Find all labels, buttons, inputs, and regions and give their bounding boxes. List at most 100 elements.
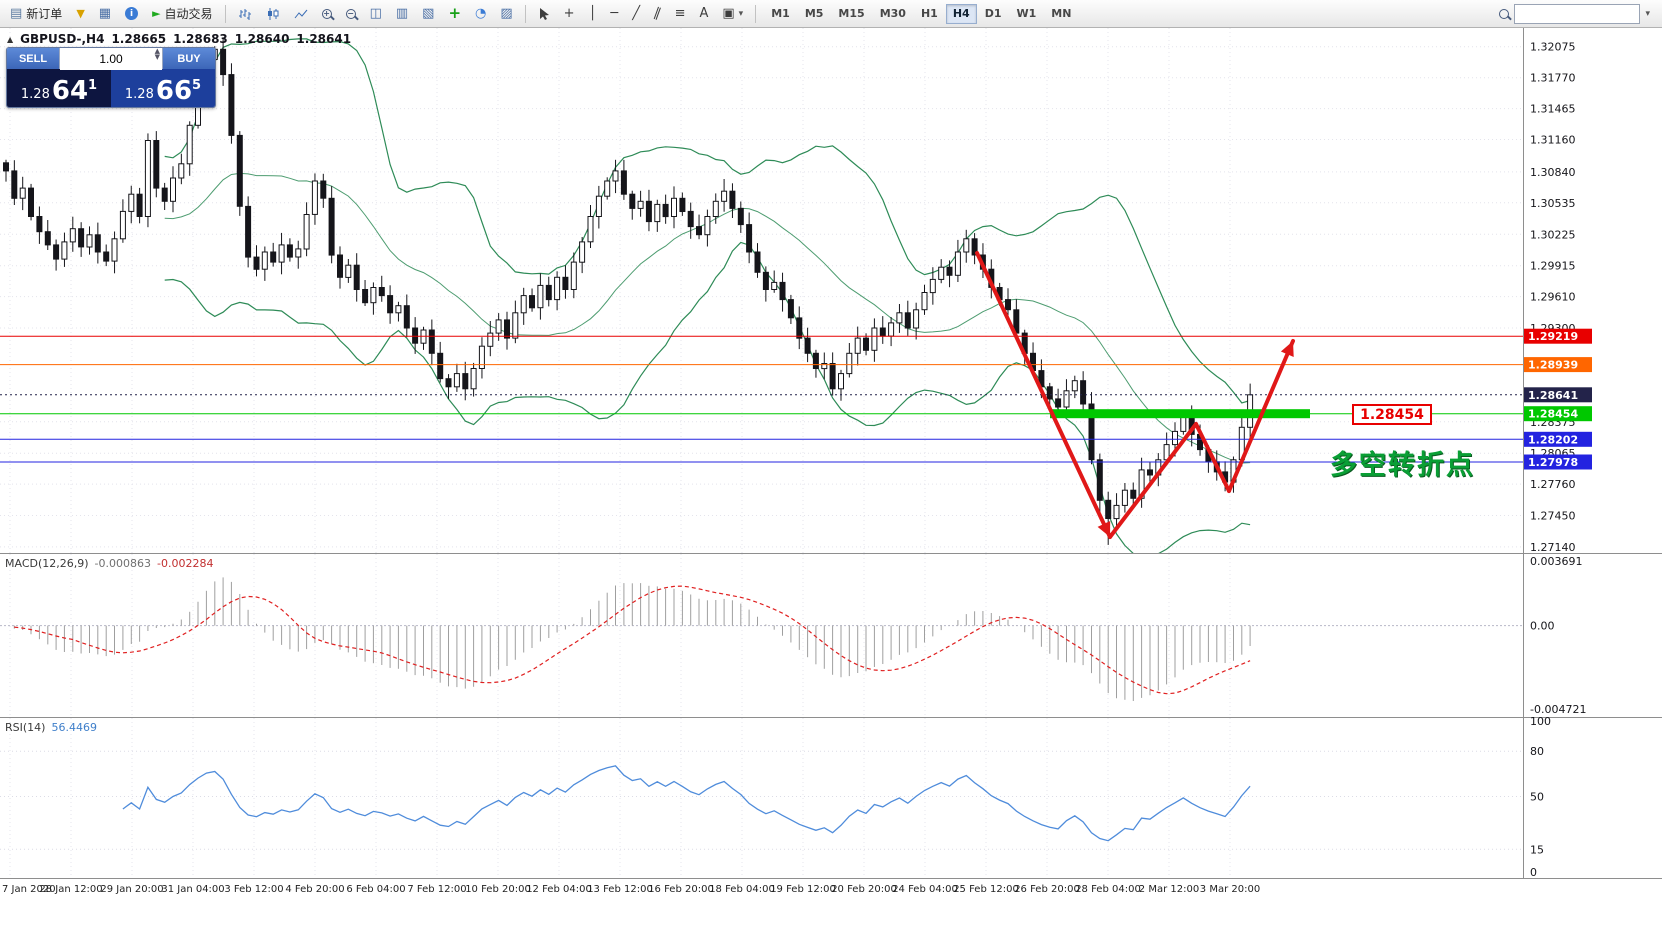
timeframe-h4[interactable]: H4 <box>945 3 977 24</box>
rsi-panel[interactable]: 100 80 50 15 0 <box>0 717 1662 878</box>
tile-windows-icon: ◫ <box>369 6 382 21</box>
main-chart[interactable]: 1.32075 1.31770 1.31465 1.31160 1.30840 1.305… <box>0 28 1662 553</box>
shapes-tool-button[interactable]: ▣ ▾ <box>716 3 749 25</box>
volume-up-icon[interactable]: ▲ <box>154 47 160 55</box>
periods-button[interactable]: ◔ <box>469 3 492 25</box>
zoom-in-button[interactable]: + <box>316 3 338 25</box>
time-axis-label: 28 Jan 12:00 <box>39 884 103 895</box>
zoom-out-icon: − <box>345 8 356 19</box>
candlestick-chart-button[interactable] <box>260 3 286 25</box>
svg-text:0: 0 <box>1530 866 1537 878</box>
timeframe-d1[interactable]: D1 <box>984 7 1002 20</box>
time-axis-label: 7 Jan 2020 <box>2 884 56 895</box>
svg-text:1.30840: 1.30840 <box>1530 166 1576 179</box>
crosshair-tool-button[interactable]: + <box>558 3 581 25</box>
macd-panel[interactable]: 0.003691 0.00 -0.004721 <box>0 553 1662 717</box>
clock-icon: ◔ <box>475 6 487 21</box>
cascade-windows-button[interactable]: ▧ <box>416 3 440 25</box>
symbol-search: ▾ <box>1499 3 1658 24</box>
price-scale: 1.32075 1.31770 1.31465 1.31160 1.30840 1.305… <box>1530 41 1576 553</box>
rsi-line <box>122 765 1251 842</box>
timeframe-w1[interactable]: W1 <box>1016 7 1037 20</box>
price-tag <box>1524 328 1592 344</box>
buy-button[interactable]: BUY <box>163 48 215 69</box>
volume-down-icon[interactable]: ▼ <box>154 52 160 61</box>
timeframe-m30[interactable]: M30 <box>879 7 906 20</box>
symbol-marker-icon: ▲ <box>7 34 14 44</box>
buy-price-button[interactable]: 1.28 66 5 <box>111 69 215 107</box>
crosshair-icon: + <box>563 6 575 21</box>
price-scale-separator <box>1523 28 1524 900</box>
svg-text:-0.004721: -0.004721 <box>1530 703 1586 716</box>
horizontal-line-tool-button[interactable]: ─ <box>604 3 624 25</box>
vertical-line-tool-button[interactable]: │ <box>583 3 603 25</box>
fibonacci-tool-button[interactable]: ≡ <box>669 3 692 25</box>
svg-text:0.00: 0.00 <box>1530 620 1555 633</box>
svg-text:1.29219: 1.29219 <box>1528 330 1578 343</box>
timeframe-m15[interactable]: M15 <box>838 7 865 20</box>
svg-text:1.30225: 1.30225 <box>1530 228 1576 241</box>
timeframe-m1[interactable]: M1 <box>771 7 790 20</box>
timeframe-mn[interactable]: MN <box>1051 7 1072 20</box>
time-axis-label: 18 Feb 04:00 <box>709 884 775 895</box>
cursor-tool-button[interactable] <box>532 3 556 25</box>
svg-text:1.29610: 1.29610 <box>1530 291 1576 304</box>
timeframe-group: M1 M5 M15 M30 H1 H4 D1 W1 MN <box>764 3 1078 24</box>
volume-field[interactable]: ▲ ▼ <box>59 47 163 70</box>
rsi-indicator-label: RSI(14) 56.4469 <box>5 721 97 734</box>
channel-icon: ∥ <box>651 5 663 22</box>
profiles-button[interactable]: ▼ <box>70 3 90 25</box>
svg-text:1.28939: 1.28939 <box>1528 359 1578 372</box>
timeframe-h1[interactable]: H1 <box>920 7 938 20</box>
svg-text:1.31465: 1.31465 <box>1530 103 1576 116</box>
dropdown-caret-icon: ▾ <box>738 8 744 19</box>
templates-icon: ▨ <box>500 6 513 21</box>
line-chart-icon <box>294 9 307 18</box>
cursor-icon <box>539 7 549 20</box>
toolbar-separator <box>755 4 757 23</box>
bar-chart-button[interactable] <box>232 3 258 25</box>
macd-main-value: -0.000863 <box>94 557 152 570</box>
funnel-icon: ▼ <box>76 7 85 20</box>
add-indicator-button[interactable]: + <box>442 3 467 25</box>
time-axis-label: 28 Feb 04:00 <box>1075 884 1141 895</box>
channel-tool-button[interactable]: ∥ <box>648 3 667 25</box>
support-level-price-box[interactable]: 1.28454 <box>1352 404 1432 425</box>
trendline-icon: ╱ <box>632 6 641 21</box>
price-tag <box>1524 387 1592 403</box>
time-axis-label: 3 Mar 20:00 <box>1199 884 1261 895</box>
svg-text:15: 15 <box>1530 843 1544 856</box>
price-tag <box>1524 357 1592 373</box>
line-chart-button[interactable] <box>288 3 314 25</box>
autotrade-button[interactable]: ► 自动交易 <box>146 3 218 25</box>
market-watch-button[interactable]: ▦ <box>93 3 117 25</box>
sell-price-head: 1.28 <box>20 87 50 102</box>
cascade-windows-icon: ▧ <box>422 6 435 21</box>
tile-windows-button[interactable]: ◫ <box>364 3 388 25</box>
time-axis-label: 3 Feb 12:00 <box>224 884 284 895</box>
rsi-name: RSI(14) <box>5 721 46 734</box>
arrange-windows-button[interactable]: ▥ <box>390 3 414 25</box>
timeframe-m5[interactable]: M5 <box>804 7 824 20</box>
time-axis-label: 20 Feb 20:00 <box>831 884 897 895</box>
zoom-in-icon: + <box>321 8 332 19</box>
search-input[interactable] <box>1514 3 1641 24</box>
new-order-button[interactable]: ▤ 新订单 <box>4 3 68 25</box>
info-button[interactable]: i <box>119 3 144 25</box>
volume-input[interactable] <box>60 48 162 70</box>
svg-text:1.27140: 1.27140 <box>1530 541 1576 553</box>
templates-button[interactable]: ▨ <box>494 3 518 25</box>
sell-button[interactable]: SELL <box>7 48 59 69</box>
svg-text:0.003691: 0.003691 <box>1530 555 1583 568</box>
text-tool-button[interactable]: A <box>693 3 714 25</box>
buy-price-head: 1.28 <box>124 87 154 102</box>
volume-spinner[interactable]: ▲ ▼ <box>154 47 160 61</box>
search-dropdown-icon[interactable]: ▾ <box>1645 8 1650 19</box>
candlestick-chart-icon <box>267 7 279 20</box>
time-axis[interactable]: 7 Jan 2020 28 Jan 12:00 29 Jan 20:00 31 Jan… <box>0 878 1662 900</box>
zoom-out-button[interactable]: − <box>340 3 362 25</box>
svg-text:1.27450: 1.27450 <box>1530 510 1576 523</box>
sell-price-button[interactable]: 1.28 64 1 <box>7 69 111 107</box>
svg-text:100: 100 <box>1530 717 1551 728</box>
trendline-tool-button[interactable]: ╱ <box>626 3 646 25</box>
